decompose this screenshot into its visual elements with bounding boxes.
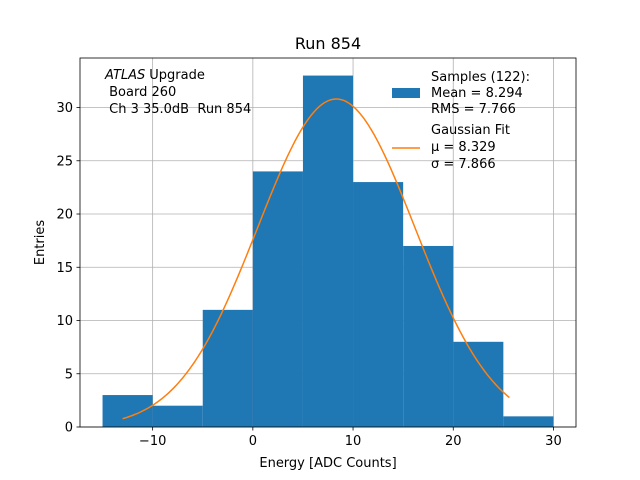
y-tick-label: 10 [56,314,73,329]
channel-run-label: Ch 3 35.0dB Run 854 [105,102,251,117]
y-tick-label: 25 [56,154,73,169]
legend: Samples (122): Mean = 8.294 RMS = 7.766 … [392,70,530,172]
histogram-bar [302,75,354,428]
histogram-bars [102,75,554,428]
x-axis-title: Energy [ADC Counts] [259,456,396,471]
histogram-bar [102,395,153,427]
x-tick-label: −10 [139,434,166,449]
y-tick-label: 15 [56,261,73,276]
histogram-bar [503,416,554,427]
board-label: Board 260 [105,85,176,100]
histogram-bar [403,245,454,427]
run-info-annotation: ATLAS Upgrade Board 260 Ch 3 35.0dB Run 8… [104,68,251,117]
y-tick-label: 0 [65,421,73,436]
gaussian-fit-curve [122,98,510,420]
y-axis-title: Entries [33,220,48,266]
histogram-bar [202,309,253,427]
chart-title: Run 854 [295,34,361,53]
legend-fit-mu: μ = 8.329 [431,140,496,155]
histogram-bar [353,182,404,427]
atlas-label: ATLAS [104,68,145,83]
histogram-bar [152,405,203,427]
y-tick-label: 5 [65,367,73,382]
upgrade-label: Upgrade [149,68,205,83]
axis-ticks: −10 0 10 20 30 0 5 10 15 20 25 30 [56,101,561,449]
x-tick-label: 20 [445,434,462,449]
legend-samples-swatch [392,88,420,98]
plot-frame [79,57,577,428]
x-tick-label: 10 [345,434,362,449]
y-tick-label: 20 [56,208,73,223]
legend-fit-sigma: σ = 7.866 [431,157,496,172]
gaussian-fit-layer [122,98,510,420]
legend-samples-mean: Mean = 8.294 [431,86,523,101]
legend-samples-rms: RMS = 7.766 [431,102,516,117]
atlas-upgrade-label: ATLAS Upgrade [104,68,205,83]
legend-fit-title: Gaussian Fit [431,123,510,138]
x-tick-label: 0 [249,434,257,449]
legend-samples-title: Samples (122): [431,70,530,85]
x-tick-label: 30 [545,434,562,449]
y-tick-label: 30 [56,101,73,116]
histogram-bar [252,171,303,427]
